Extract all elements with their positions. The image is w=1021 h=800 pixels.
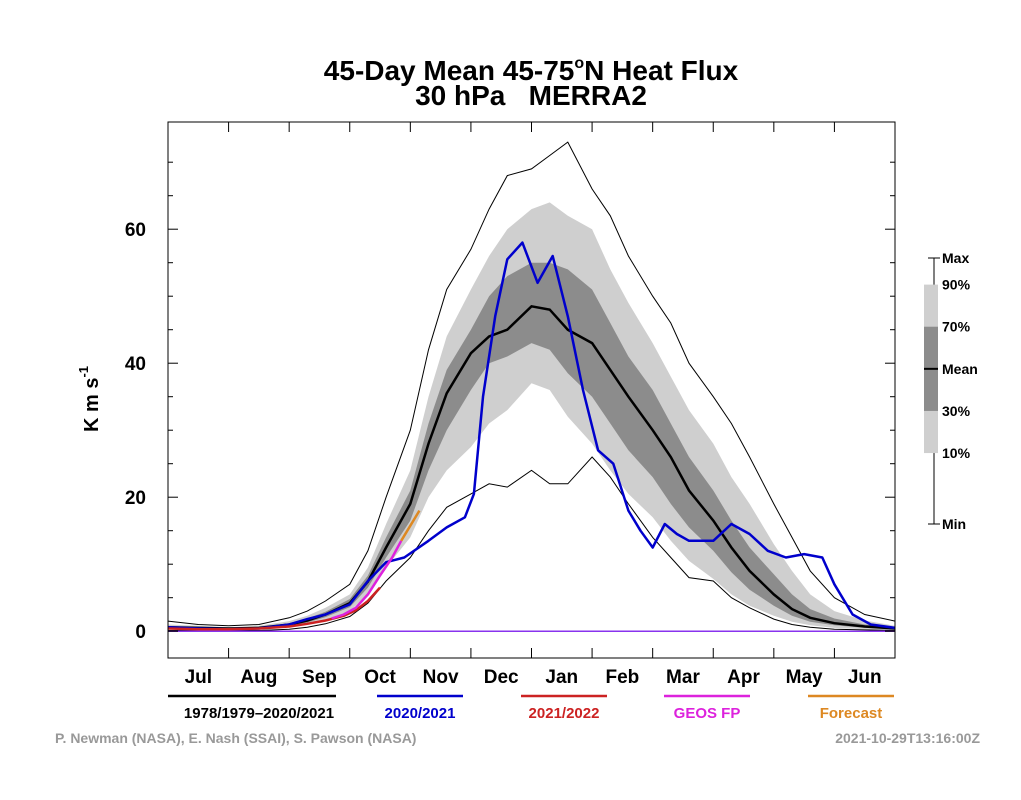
x-tick-label: Aug (240, 667, 277, 688)
x-axis-ticks: Jul Aug Sep Oct Nov Dec Jan Feb Mar Apr May Jun (167, 122, 896, 688)
band-key-label: 10% (942, 445, 971, 461)
line-2020-2021 (167, 241, 896, 631)
y-tick-label: 40 (125, 354, 146, 375)
x-tick-label: May (786, 667, 823, 688)
line-2021-2022 (167, 586, 381, 631)
credits-timestamp: 2021-10-29T13:16:00Z (835, 730, 980, 746)
x-tick-label: Nov (423, 667, 459, 688)
legend-label: GEOS FP (674, 705, 741, 722)
x-tick-label: Sep (302, 667, 337, 688)
x-tick-label: Mar (666, 667, 700, 688)
envelope-max (167, 141, 896, 627)
envelope-min (168, 456, 896, 631)
band-key-label: 90% (942, 277, 971, 293)
legend-label: Forecast (820, 705, 883, 722)
chart-subtitle: 30 hPa MERRA2 (415, 80, 647, 111)
band-key-label: Min (942, 516, 966, 532)
y-tick-label: 60 (125, 220, 146, 241)
y-axis-label: K m s-1 (76, 366, 103, 432)
y-axis-ticks: 0 20 40 60 (125, 161, 895, 643)
line-geos-fp (331, 540, 403, 620)
title-degree: o (574, 55, 584, 72)
x-tick-label: Apr (727, 667, 760, 688)
data-lines (167, 241, 896, 632)
legend-label: 2021/2022 (529, 705, 600, 722)
x-tick-label: Dec (484, 667, 519, 688)
title-suffix: N Heat Flux (584, 55, 738, 86)
band-30-70 (168, 262, 895, 630)
legend: 1978/1979–2020/2021 2020/2021 2021/2022 GEO… (168, 694, 894, 722)
band-key-label: 30% (942, 403, 971, 419)
credits-authors: P. Newman (NASA), E. Nash (SSAI), S. Paw… (55, 730, 416, 746)
title-prefix: 45-Day Mean 45-75 (324, 55, 575, 86)
band-key-label: Mean (942, 361, 978, 377)
x-tick-label: Jan (545, 667, 578, 688)
y-tick-label: 0 (135, 622, 146, 643)
x-tick-label: Jun (848, 667, 882, 688)
y-tick-label: 20 (125, 488, 146, 509)
band-key-label: Max (942, 250, 969, 266)
band-key: Max 90% 70% Mean 30% 10% Min (924, 250, 978, 532)
y-axis-label-text: K m s (81, 378, 103, 432)
legend-label: 1978/1979–2020/2021 (184, 705, 334, 722)
band-key-label: 70% (942, 319, 971, 335)
x-tick-label: Oct (364, 667, 396, 688)
legend-label: 2020/2021 (385, 705, 456, 722)
chart-title: 45-Day Mean 45-75oN Heat Flux (324, 55, 739, 86)
line-forecast (400, 509, 421, 542)
x-tick-label: Jul (185, 667, 212, 688)
y-axis-label-exponent: -1 (76, 366, 91, 378)
x-tick-label: Feb (605, 667, 639, 688)
